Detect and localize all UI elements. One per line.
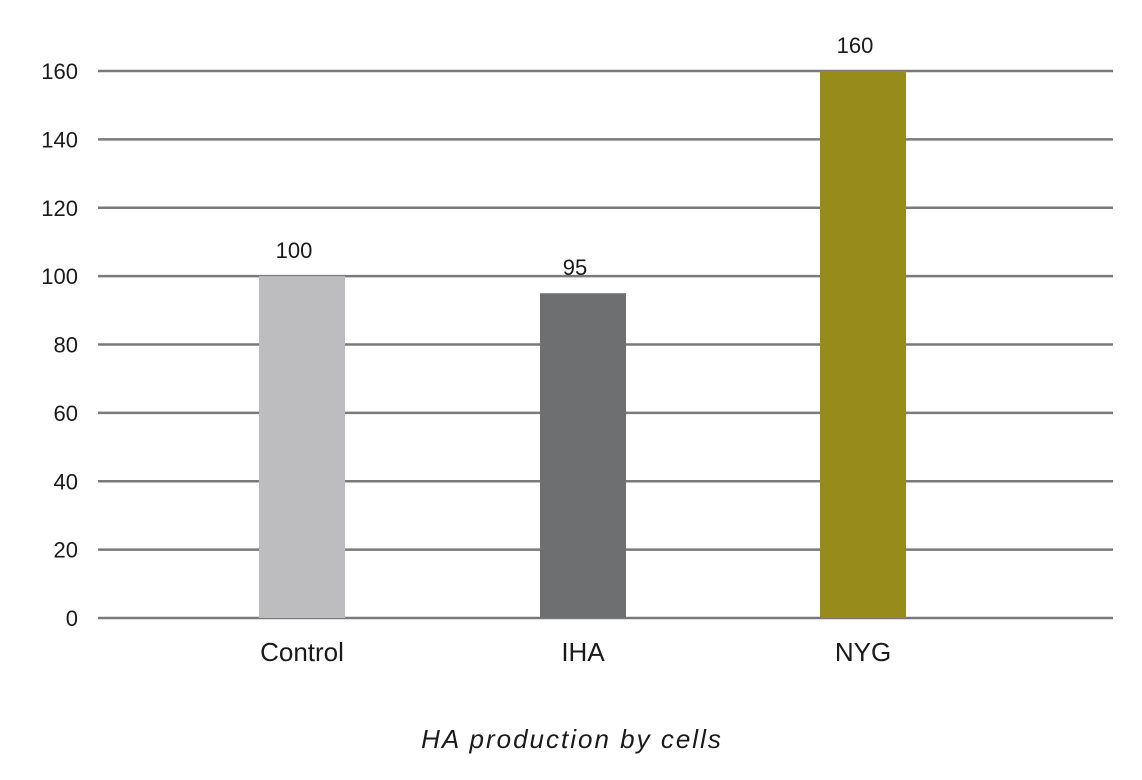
bar-nyg [820, 71, 906, 618]
x-axis-category-labels: Control IHA NYG [260, 637, 891, 667]
y-tick-label: 20 [54, 538, 78, 563]
data-label-nyg: 160 [837, 33, 874, 58]
bars [259, 71, 906, 618]
y-tick-label: 100 [41, 264, 78, 289]
bar-control [259, 276, 345, 618]
data-label-control: 100 [276, 238, 313, 263]
y-tick-label: 40 [54, 469, 78, 494]
data-label-iha: 95 [563, 255, 587, 280]
x-category-label-iha: IHA [561, 637, 605, 667]
x-category-label-nyg: NYG [835, 637, 891, 667]
y-tick-label: 160 [41, 59, 78, 84]
y-tick-label: 60 [54, 401, 78, 426]
x-category-label-control: Control [260, 637, 344, 667]
y-tick-label: 80 [54, 333, 78, 358]
y-axis-tick-labels: 0 20 40 60 80 100 120 140 160 [41, 59, 78, 631]
y-tick-label: 0 [66, 606, 78, 631]
y-tick-label: 140 [41, 127, 78, 152]
bar-iha [540, 293, 626, 618]
chart-caption: HA production by cells [421, 724, 723, 754]
y-tick-label: 120 [41, 196, 78, 221]
data-labels: 100 95 160 [276, 33, 874, 280]
